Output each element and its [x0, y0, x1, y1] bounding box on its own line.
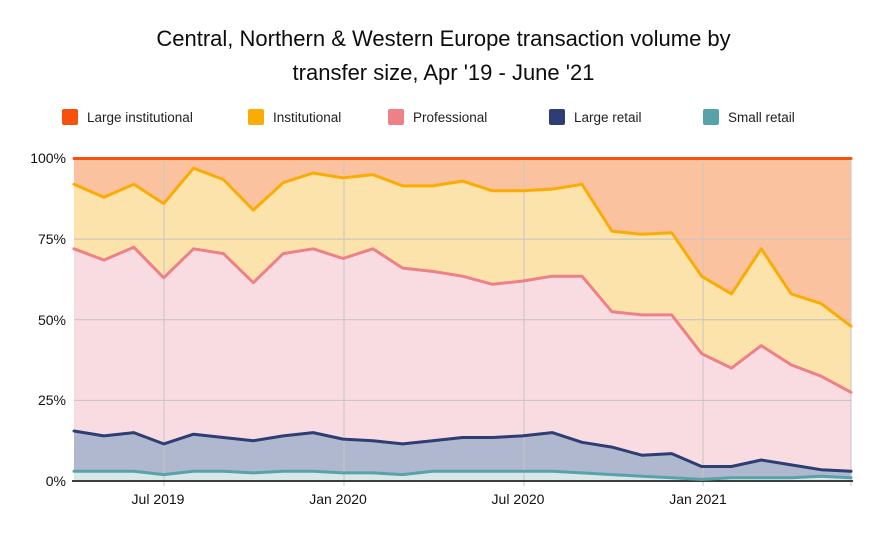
- legend-item-institutional: Institutional: [248, 106, 341, 128]
- legend-item-professional: Professional: [388, 106, 487, 128]
- legend-label: Professional: [413, 109, 488, 125]
- legend-label: Institutional: [273, 109, 342, 125]
- legend-swatch-institutional: [248, 109, 264, 125]
- legend-swatch-professional: [388, 109, 404, 125]
- legend-label: Large institutional: [87, 109, 193, 125]
- x-axis-label-jan-2020: Jan 2020: [309, 491, 367, 507]
- legend-item-large-retail: Large retail: [549, 106, 642, 128]
- legend-label: Small retail: [728, 109, 795, 125]
- chart-title-line2: transfer size, Apr '19 - June '21: [292, 60, 595, 85]
- chart-title-line1: Central, Northern & Western Europe trans…: [156, 26, 731, 51]
- legend-swatch-large-retail: [549, 109, 565, 125]
- x-axis-label-jul-2020: Jul 2020: [491, 491, 545, 507]
- legend-swatch-large-institutional: [62, 109, 78, 125]
- chart-title: Central, Northern & Western Europe trans…: [0, 22, 887, 90]
- y-axis-label-75: 75%: [37, 231, 66, 247]
- legend-label: Large retail: [574, 109, 642, 125]
- y-axis-label-25: 25%: [37, 392, 66, 408]
- x-axis-label-jul-2019: Jul 2019: [131, 491, 185, 507]
- chart-legend: Large institutional Institutional Profes…: [0, 106, 887, 128]
- y-axis-label-100: 100%: [30, 150, 66, 166]
- legend-item-small-retail: Small retail: [703, 106, 795, 128]
- legend-swatch-small-retail: [703, 109, 719, 125]
- y-axis-label-50: 50%: [37, 312, 66, 328]
- x-axis-label-jan-2021: Jan 2021: [669, 491, 727, 507]
- y-axis-label-0: 0%: [45, 473, 66, 489]
- legend-item-large-institutional: Large institutional: [62, 106, 193, 128]
